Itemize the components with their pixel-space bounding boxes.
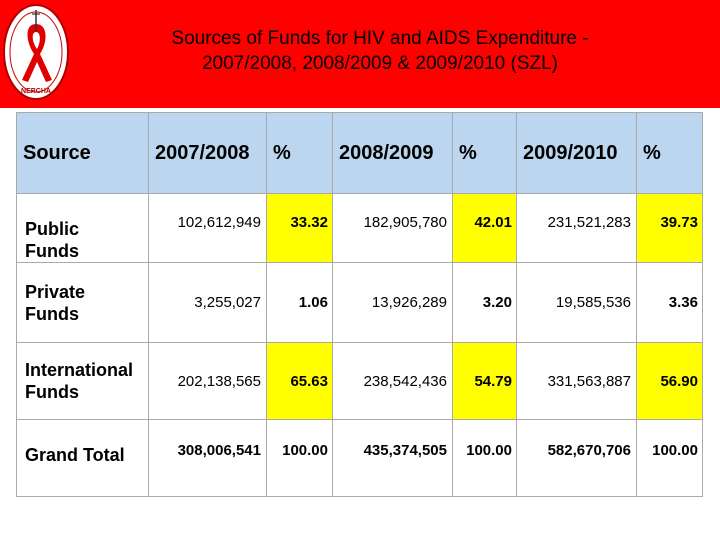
table-row-grand-total: Grand Total 308,006,541 100.00 435,374,5… — [16, 419, 703, 497]
percent-cell: 3.20 — [452, 262, 517, 343]
col-header-2009-2010: 2009/2010 — [516, 112, 637, 194]
title-line-2: 2007/2008, 2008/2009 & 2009/2010 (SZL) — [201, 53, 558, 74]
percent-cell: 65.63 — [266, 342, 333, 420]
percent-cell: 54.79 — [452, 342, 517, 420]
amount-cell: 19,585,536 — [516, 262, 637, 343]
header-row: Source 2007/2008 % 2008/2009 % 2009/2010… — [16, 112, 703, 194]
table-row-private-funds: Private Funds 3,255,027 1.06 13,926,289 … — [16, 262, 703, 343]
title-line-1: Sources of Funds for HIV and AIDS Expend… — [171, 28, 589, 49]
title-banner: NERCHA Sources of Funds for HIV and AIDS… — [0, 0, 720, 108]
percent-cell: 33.32 — [266, 193, 333, 263]
amount-cell: 331,563,887 — [516, 342, 637, 420]
amount-cell: 13,926,289 — [332, 262, 453, 343]
col-header-pct-2007-2008: % — [266, 112, 333, 194]
percent-cell: 1.06 — [266, 262, 333, 343]
row-label: Public Funds — [16, 193, 149, 263]
row-label: Private Funds — [16, 262, 149, 343]
col-header-2007-2008: 2007/2008 — [148, 112, 267, 194]
row-label: International Funds — [16, 342, 149, 420]
col-header-source: Source — [16, 112, 149, 194]
col-header-2008-2009: 2008/2009 — [332, 112, 453, 194]
nercha-logo: NERCHA — [3, 4, 69, 100]
col-header-pct-2009-2010: % — [636, 112, 703, 194]
percent-cell: 100.00 — [266, 419, 333, 497]
percent-cell: 42.01 — [452, 193, 517, 263]
table-row-public-funds: Public Funds 102,612,949 33.32 182,905,7… — [16, 193, 703, 263]
row-label: Grand Total — [16, 419, 149, 497]
amount-cell: 238,542,436 — [332, 342, 453, 420]
percent-cell: 3.36 — [636, 262, 703, 343]
col-header-pct-2008-2009: % — [452, 112, 517, 194]
amount-cell: 582,670,706 — [516, 419, 637, 497]
percent-cell: 100.00 — [452, 419, 517, 497]
amount-cell: 231,521,283 — [516, 193, 637, 263]
amount-cell: 3,255,027 — [148, 262, 267, 343]
page-title: Sources of Funds for HIV and AIDS Expend… — [100, 26, 660, 76]
amount-cell: 308,006,541 — [148, 419, 267, 497]
funds-table: Source 2007/2008 % 2008/2009 % 2009/2010… — [16, 112, 703, 497]
amount-cell: 202,138,565 — [148, 342, 267, 420]
table-row-international-funds: International Funds 202,138,565 65.63 23… — [16, 342, 703, 420]
percent-cell: 100.00 — [636, 419, 703, 497]
amount-cell: 102,612,949 — [148, 193, 267, 263]
percent-cell: 56.90 — [636, 342, 703, 420]
logo-wordmark: NERCHA — [21, 88, 51, 95]
amount-cell: 435,374,505 — [332, 419, 453, 497]
amount-cell: 182,905,780 — [332, 193, 453, 263]
percent-cell: 39.73 — [636, 193, 703, 263]
